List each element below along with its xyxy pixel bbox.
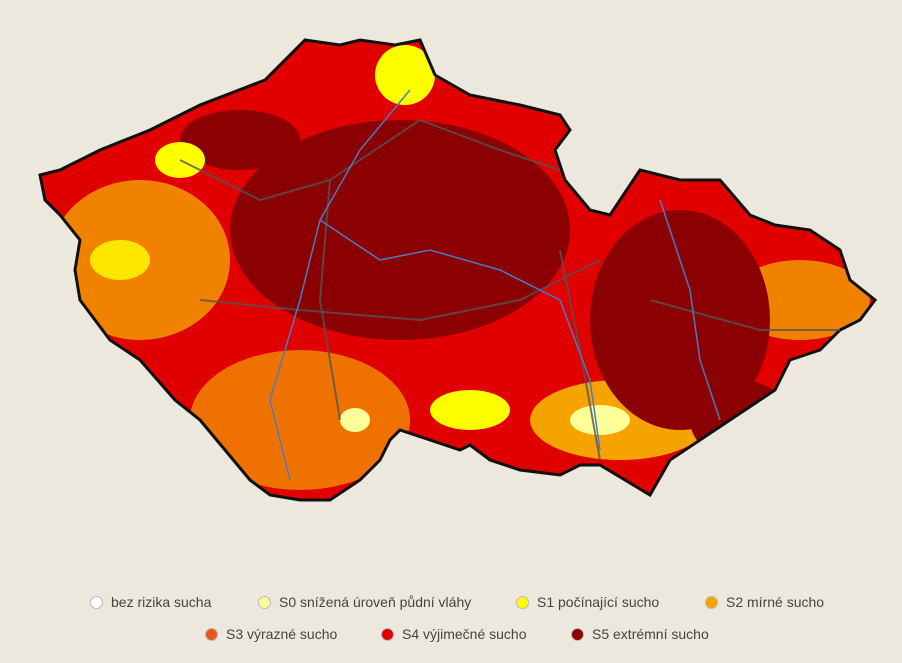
legend-swatch: [205, 627, 218, 641]
legend-item: S3 výrazné sucho: [205, 626, 337, 642]
legend-label: S2 mírné sucho: [726, 594, 825, 610]
legend-swatch: [381, 627, 394, 641]
legend-item: S1 počínající sucho: [516, 594, 659, 610]
legend-item: bez rizika sucha: [90, 594, 211, 610]
legend-label: S3 výrazné sucho: [226, 626, 338, 642]
region-borders: [179, 118, 840, 461]
legend-label: S1 počínající sucho: [537, 594, 660, 610]
legend-item: S5 extrémní sucho: [571, 626, 709, 642]
legend-swatch: [90, 595, 103, 609]
legend-swatch: [571, 627, 584, 641]
legend-label: S4 výjimečné sucho: [402, 626, 527, 642]
legend-swatch: [705, 595, 718, 609]
legend-swatch: [258, 595, 271, 609]
legend-label: bez rizika sucha: [111, 594, 212, 610]
country-border: [38, 38, 878, 502]
legend-item: S0 snížená úroveň půdní vláhy: [258, 594, 471, 610]
legend-swatch: [516, 595, 529, 609]
legend-item: S2 mírné sucho: [705, 594, 824, 610]
legend-label: S0 snížená úroveň půdní vláhy: [279, 594, 472, 610]
drought-map: [38, 38, 878, 502]
legend-label: S5 extrémní sucho: [592, 626, 709, 642]
legend-item: S4 výjimečné sucho: [381, 626, 527, 642]
rivers: [269, 89, 721, 481]
